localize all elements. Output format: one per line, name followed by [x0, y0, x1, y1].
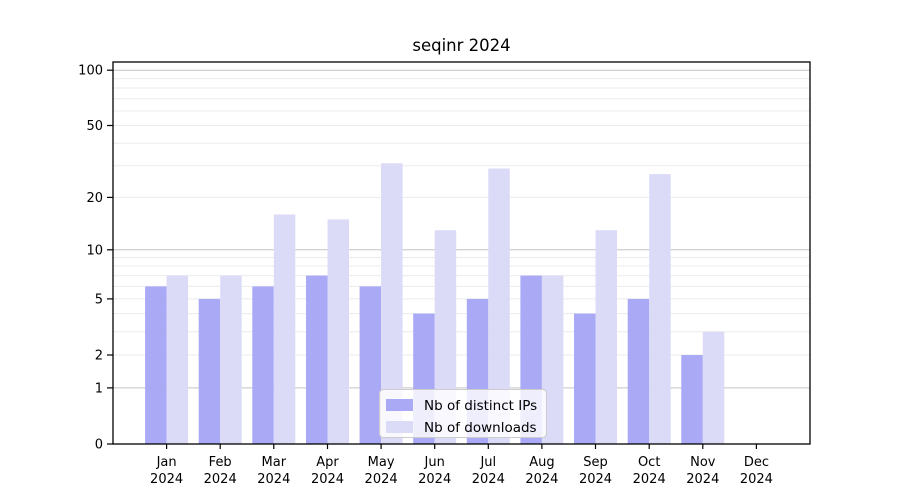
- chart-title: seqinr 2024: [412, 36, 510, 55]
- y-tick-label-100: 100: [78, 64, 103, 79]
- y-tick-label-50: 50: [86, 119, 103, 134]
- y-tick-label-20: 20: [86, 191, 103, 206]
- legend-swatch-distinct-ips: [386, 399, 413, 411]
- bar-distinct-ips-mar-2024: [252, 286, 274, 444]
- bar-downloads-oct-2024: [649, 174, 671, 444]
- y-tick-label-5: 5: [95, 292, 103, 307]
- bar-downloads-jul-2024: [488, 168, 510, 444]
- legend: Nb of distinct IPs Nb of downloads: [379, 389, 547, 438]
- bar-distinct-ips-jan-2024: [145, 286, 167, 444]
- y-tick-label-1: 1: [95, 381, 103, 396]
- x-tick-label-jun-2024: Jun 2024: [418, 455, 451, 487]
- bar-distinct-ips-may-2024: [359, 286, 382, 444]
- x-tick-label-mar-2024: Mar 2024: [257, 455, 290, 487]
- bar-distinct-ips-nov-2024: [681, 355, 703, 444]
- legend-box: [379, 389, 547, 438]
- axes-layer: 0 1 2 5 10 20 50 100 Jan 2024 Feb 2024 Mar 2024 Apr 202…: [78, 61, 811, 487]
- legend-swatch-downloads: [386, 421, 413, 433]
- bar-distinct-ips-sep-2024: [574, 313, 596, 444]
- plot-border: [112, 61, 811, 445]
- x-tick-label-jul-2024: Jul 2024: [472, 455, 505, 487]
- legend-label-downloads: Nb of downloads: [424, 420, 537, 436]
- bar-downloads-apr-2024: [327, 219, 349, 444]
- bar-downloads-nov-2024: [702, 331, 725, 444]
- legend-label-distinct-ips: Nb of distinct IPs: [424, 398, 537, 414]
- bar-distinct-ips-oct-2024: [627, 298, 650, 444]
- bar-downloads-aug-2024: [541, 275, 564, 444]
- bar-downloads-feb-2024: [220, 275, 242, 444]
- bar-distinct-ips-apr-2024: [306, 275, 328, 444]
- bar-downloads-mar-2024: [273, 214, 296, 444]
- y-tick-label-2: 2: [95, 349, 103, 364]
- y-tick-label-10: 10: [86, 243, 103, 258]
- x-tick-label-apr-2024: Apr 2024: [311, 455, 344, 487]
- bar-downloads-may-2024: [381, 163, 403, 445]
- x-tick-label-nov-2024: Nov 2024: [686, 455, 719, 487]
- bar-distinct-ips-feb-2024: [198, 298, 221, 444]
- x-tick-label-may-2024: May 2024: [365, 455, 398, 487]
- bar-downloads-jan-2024: [166, 275, 189, 444]
- x-tick-label-dec-2024: Dec 2024: [740, 455, 773, 487]
- x-tick-label-jan-2024: Jan 2024: [150, 455, 183, 487]
- x-tick-label-aug-2024: Aug 2024: [525, 455, 558, 487]
- bar-downloads-sep-2024: [595, 230, 617, 444]
- y-tick-label-0: 0: [95, 438, 103, 453]
- x-tick-label-oct-2024: Oct 2024: [633, 455, 666, 487]
- x-tick-label-sep-2024: Sep 2024: [579, 455, 612, 487]
- x-tick-label-feb-2024: Feb 2024: [204, 455, 237, 487]
